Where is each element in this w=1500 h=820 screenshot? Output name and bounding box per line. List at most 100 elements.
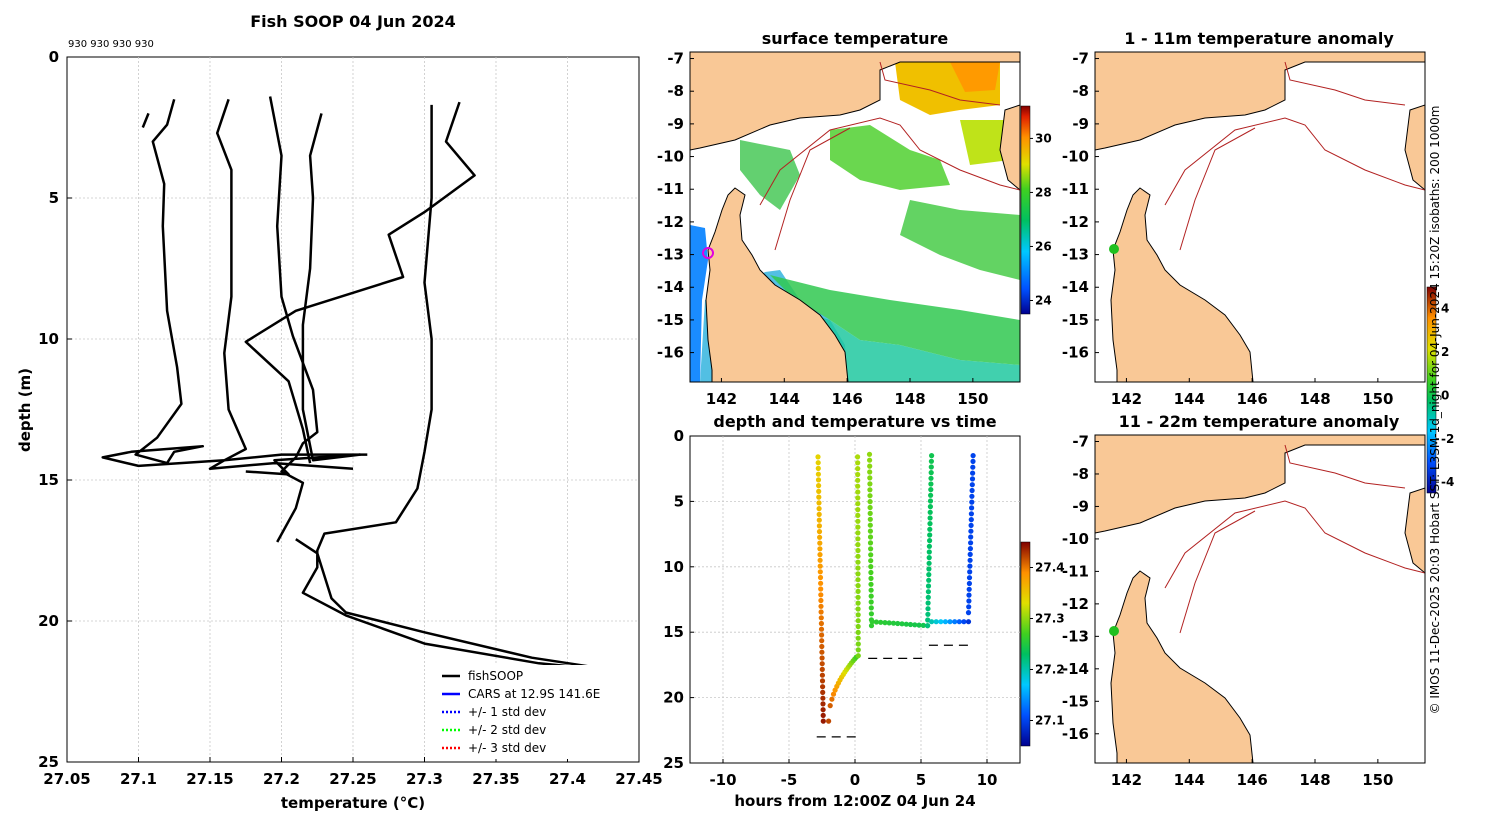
legend-label: CARS at 12.9S 141.6E (468, 687, 600, 701)
time-depth-point (855, 588, 861, 595)
profile-x-tick-label: 27.35 (472, 770, 519, 788)
time-depth-point (927, 538, 933, 544)
time-depth-point (820, 695, 826, 701)
time-depth-point (817, 552, 823, 558)
profile-top-annotation: 930 930 930 930 (68, 39, 154, 50)
time-depth-point (969, 487, 975, 494)
anomaly-upper-station (1109, 244, 1119, 254)
time-depth-point (927, 504, 934, 510)
time-depth-point (868, 605, 874, 611)
time-depth-point (855, 454, 861, 460)
time-depth-point (927, 509, 933, 515)
time-depth-y-tick-label: 25 (663, 754, 684, 772)
time-depth-point (916, 622, 922, 628)
anomaly-colorbar-tick-label: -2 (1441, 432, 1454, 446)
surface-map-x-tick-label: 144 (769, 390, 800, 408)
anomaly-lower-station (1109, 626, 1119, 636)
land-new-guinea (690, 52, 1020, 151)
time-depth-point (970, 470, 976, 476)
time-depth-y-ticks: 0 5 10 15 20 25 (663, 427, 694, 772)
time-depth-x-tick-label: 0 (850, 771, 860, 789)
profile-line-1 (244, 101, 476, 464)
sst-yellow-green (960, 120, 1010, 165)
profile-line-3 (268, 96, 319, 543)
sst-colorbar-tick-label: 30 (1035, 131, 1052, 145)
time-depth-point (867, 528, 874, 534)
anomaly-map-upper: 1 - 11m temperature anomaly 142 144 146 148… (1062, 29, 1426, 408)
time-depth-point (816, 500, 822, 506)
surface-map-y-tick-label: -15 (657, 311, 684, 329)
time-depth-point (820, 707, 826, 713)
profile-x-tick-label: 27.15 (186, 770, 233, 788)
anomaly-colorbar-tick-label: -4 (1441, 475, 1454, 489)
time-depth-point (855, 507, 861, 513)
anomaly-upper-y-tick-label: -13 (1062, 246, 1089, 264)
anomaly-upper-y-ticks: -7 -8 -9 -10 -11 -12 -13 -14 -15 -16 (1062, 50, 1099, 362)
time-depth-point (818, 592, 824, 598)
time-depth-point (855, 460, 861, 466)
time-depth-point (866, 451, 873, 457)
time-depth-point (867, 522, 873, 528)
time-depth-y-tick-label: 10 (663, 558, 684, 576)
anomaly-colorbar-tick-label: 4 (1441, 302, 1449, 316)
time-depth-point (819, 638, 825, 644)
time-depth-point (816, 517, 822, 523)
profile-grid (67, 57, 639, 762)
time-depth-point (830, 691, 837, 697)
anomaly-lower-x-tick-label: 144 (1174, 771, 1205, 789)
time-depth-point (928, 458, 935, 464)
time-depth-point (855, 647, 861, 653)
anomaly-lower-isobath-3 (1284, 444, 1406, 489)
time-depth-point (925, 594, 931, 600)
profile-y-tick-label: 5 (49, 189, 59, 207)
profile-line-5 (208, 98, 354, 470)
time-depth-point (868, 623, 875, 629)
time-depth-point (926, 549, 932, 555)
time-depth-point (961, 619, 967, 625)
time-depth-point (966, 575, 973, 581)
time-depth-point (867, 487, 873, 493)
time-depth-point (878, 619, 884, 625)
time-depth-point (819, 678, 826, 684)
anomaly-lower-land-cape (1110, 570, 1254, 763)
profile-y-tick-label: 25 (38, 753, 59, 771)
sst-colorbar-ticks: 24 26 28 30 (1030, 131, 1052, 307)
anomaly-upper-title: 1 - 11m temperature anomaly (1124, 29, 1394, 48)
surface-map-y-ticks: -7 -8 -9 -10 -11 -12 -13 -14 -15 -16 (657, 50, 694, 362)
time-depth-point (868, 558, 874, 564)
station-marker (702, 247, 714, 259)
time-depth-point (965, 619, 972, 625)
time-depth-point (933, 619, 939, 625)
surface-map-y-tick-label: -12 (657, 213, 684, 231)
profile-legend: fishSOOP CARS at 12.9S 141.6E +/- 1 std de… (436, 665, 636, 759)
anomaly-upper-x-tick-label: 146 (1236, 390, 1267, 408)
time-depth-point (855, 466, 861, 472)
time-depth-y-tick-label: 15 (663, 623, 684, 641)
time-depth-point (817, 540, 823, 546)
time-depth-point (820, 718, 826, 724)
time-depth-point (855, 524, 861, 530)
time-depth-point (968, 511, 975, 517)
anomaly-lower-land-png (1095, 435, 1425, 534)
time-depth-point (968, 534, 974, 540)
time-depth-point (855, 635, 861, 641)
anomaly-upper-y-tick-label: -12 (1062, 213, 1089, 231)
time-depth-point (815, 477, 822, 483)
time-depth-point (903, 621, 909, 627)
time-depth-point (926, 543, 933, 549)
profile-x-tick-label: 27.3 (406, 770, 443, 788)
time-depth-point (868, 552, 874, 558)
anomaly-lower-y-tick-label: -16 (1062, 725, 1089, 743)
profile-line-7 (141, 112, 150, 128)
time-depth-point (855, 547, 861, 554)
time-depth-point (927, 521, 933, 527)
time-depth-point (967, 551, 973, 558)
isobath-contour-3 (879, 61, 1001, 106)
surface-map-x-tick-label: 146 (831, 390, 862, 408)
time-depth-point (956, 619, 962, 625)
time-depth-point (820, 712, 826, 719)
legend-label: fishSOOP (468, 669, 523, 683)
time-depth-point (867, 493, 873, 499)
time-depth-point (895, 620, 901, 627)
time-depth-point (855, 618, 861, 624)
